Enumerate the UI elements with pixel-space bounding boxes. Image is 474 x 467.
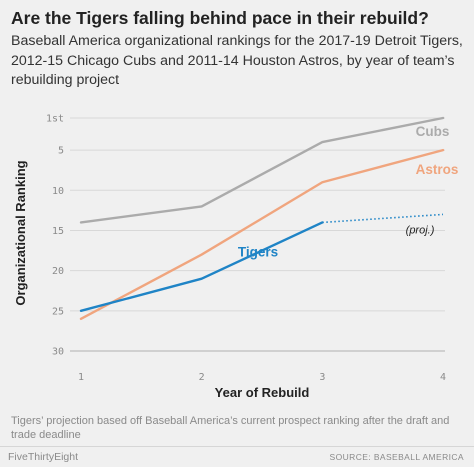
- y-tick-label: 25: [52, 306, 64, 317]
- x-tick-label: 2: [199, 372, 205, 383]
- x-tick-label: 4: [440, 372, 446, 383]
- x-tick-label: 1: [78, 372, 84, 383]
- series-labels: Cubs Astros Tigers (proj.): [238, 124, 459, 260]
- y-tick-label: 1st: [46, 114, 64, 125]
- chart-title: Are the Tigers falling behind pace in th…: [11, 8, 429, 28]
- series-line-tigers: [79, 221, 324, 313]
- x-tick-label: 3: [319, 372, 325, 383]
- source-label: SOURCE: BASEBALL AMERICA: [329, 452, 464, 462]
- brand-label: FiveThirtyEight: [8, 451, 79, 463]
- footer-divider: [0, 446, 474, 447]
- y-axis-title: Organizational Ranking: [13, 160, 28, 305]
- projection-label: (proj.): [406, 224, 435, 236]
- projection-line: [322, 213, 444, 224]
- gridlines: [70, 117, 445, 352]
- series-lines: [79, 116, 445, 321]
- axis-ticks: 1st 5 10 15 20 25 30 1 2 3 4: [46, 114, 446, 384]
- series-line-cubs: [79, 116, 445, 224]
- projection-footnote: Tigers’ projection based off Baseball Am…: [11, 415, 450, 441]
- series-label-tigers: Tigers: [238, 245, 278, 260]
- y-tick-label: 10: [52, 186, 64, 197]
- series-label-cubs: Cubs: [416, 124, 450, 139]
- y-tick-label: 20: [52, 266, 64, 277]
- x-axis-title: Year of Rebuild: [215, 385, 310, 400]
- series-label-astros: Astros: [416, 162, 459, 177]
- series-line-astros: [79, 148, 445, 321]
- chart-subtitle: Baseball America organizational rankings…: [11, 33, 463, 88]
- y-tick-label: 30: [52, 347, 64, 358]
- y-tick-label: 5: [58, 146, 64, 157]
- y-tick-label: 15: [52, 226, 64, 237]
